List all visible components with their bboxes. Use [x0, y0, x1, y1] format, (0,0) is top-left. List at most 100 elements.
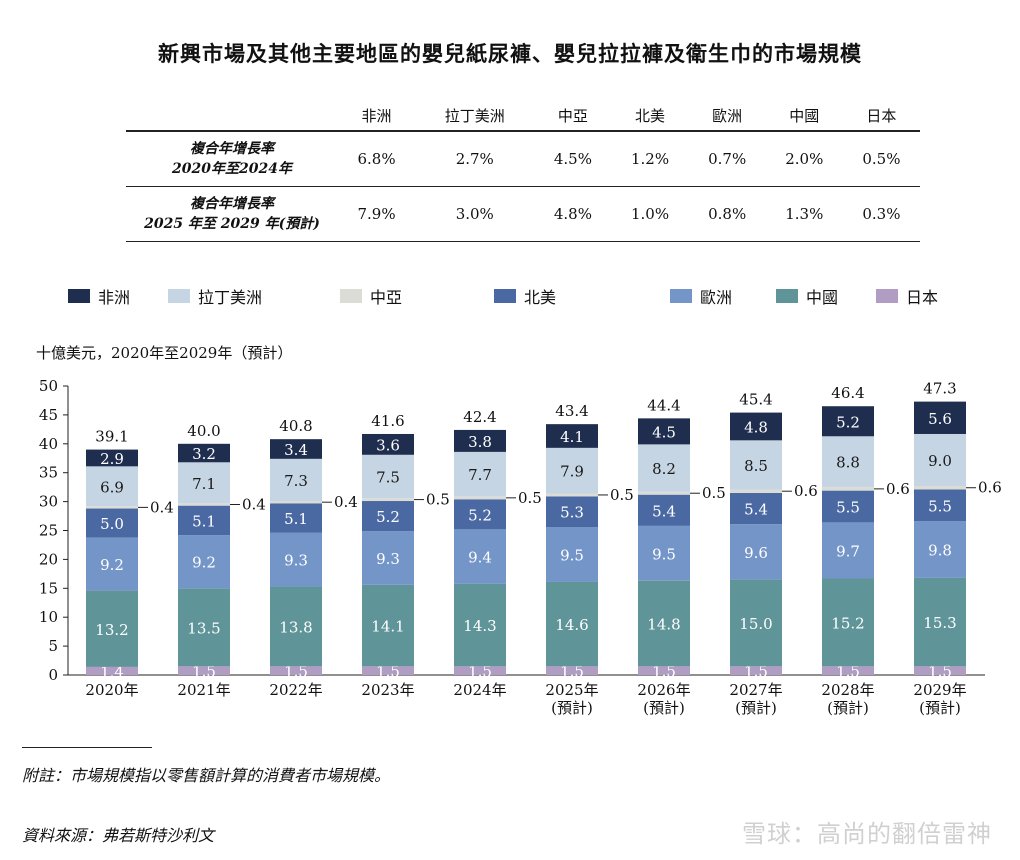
data-label-china: 15.2	[831, 614, 864, 632]
bar-segment-north-america	[454, 499, 506, 530]
bar-segment-china	[270, 586, 322, 667]
legend-label-africa: 非洲	[98, 288, 131, 307]
cagr-header-latam: 拉丁美洲	[415, 100, 535, 132]
data-label-africa: 4.1	[560, 428, 584, 446]
data-label-europe: 9.5	[560, 546, 584, 564]
data-label-north-america: 5.5	[928, 497, 952, 515]
data-label-north-america: 5.3	[560, 504, 584, 522]
bar-total-label: 42.4	[463, 408, 496, 426]
data-label-north-america: 5.4	[652, 502, 676, 520]
legend-item-central-asia: 中亞	[340, 285, 402, 307]
data-label-europe: 9.3	[284, 552, 308, 570]
stacked-bar-chart: 0 5 10 15 20 25 30 35 40 45 50 1.4 13.2 9.2 5.0 0.4 6.9 2…	[39, 377, 1002, 717]
bar-segment-china	[86, 590, 138, 667]
bar-segment-europe	[822, 522, 874, 579]
bar-segment-europe	[362, 531, 414, 585]
bar-segment-africa	[362, 433, 414, 455]
bar-segment-china	[546, 581, 598, 667]
bar-segment-china	[178, 588, 230, 667]
cagr-cell: 1.0%	[611, 186, 689, 242]
bar-segment-central-asia	[454, 496, 506, 500]
legend-item-europe: 歐洲	[670, 285, 732, 307]
data-label-europe: 9.7	[836, 542, 860, 560]
data-label-latam: 7.5	[376, 468, 400, 486]
bar-segment-central-asia	[914, 485, 966, 490]
data-label-central-asia: 0.4	[150, 498, 174, 516]
legend-label-central-asia: 中亞	[370, 288, 403, 307]
bar-segment-central-asia	[546, 493, 598, 497]
legend-swatch-europe	[670, 289, 692, 303]
bar-segment-north-america	[86, 508, 138, 538]
legend-swatch-latam	[168, 289, 190, 303]
data-label-latam: 8.5	[744, 457, 768, 475]
bar-segment-north-america	[822, 490, 874, 523]
bar-segment-north-america	[270, 503, 322, 533]
bar-segment-japan	[822, 666, 874, 675]
data-label-latam: 7.9	[560, 463, 584, 481]
legend-label-europe: 歐洲	[700, 288, 733, 307]
data-label-china: 13.8	[279, 618, 312, 636]
y-tick-label: 10	[39, 608, 58, 626]
bar-segment-japan	[270, 666, 322, 675]
data-label-africa: 3.8	[468, 433, 492, 451]
data-label-latam: 7.7	[468, 466, 492, 484]
data-label-china: 13.2	[95, 621, 128, 639]
data-label-japan: 1.5	[652, 663, 676, 681]
bar-segment-africa	[178, 443, 230, 463]
legend-item-china: 中國	[776, 285, 838, 307]
y-tick-label: 30	[39, 493, 58, 511]
data-label-europe: 9.2	[192, 554, 216, 572]
bar-segment-africa	[730, 412, 782, 441]
bar-segment-latam	[270, 458, 322, 502]
bar-segment-china	[454, 583, 506, 667]
data-label-japan: 1.5	[192, 663, 216, 681]
bar-segment-latam	[730, 440, 782, 490]
y-tick-label: 45	[39, 406, 58, 424]
data-label-latam: 8.2	[652, 460, 676, 478]
data-label-japan: 1.5	[284, 663, 308, 681]
bar-segment-japan	[546, 666, 598, 675]
data-label-central-asia: 0.4	[242, 495, 266, 513]
legend-item-africa: 非洲	[68, 285, 130, 307]
bar-segment-japan	[454, 666, 506, 675]
x-tick-sublabel: (預計)	[551, 699, 593, 717]
data-label-north-america: 5.0	[100, 515, 124, 533]
cagr-cell: 1.2%	[611, 131, 689, 187]
data-label-central-asia: 0.5	[518, 489, 542, 507]
legend-swatch-central-asia	[340, 289, 362, 303]
bar-total-label: 40.8	[279, 417, 312, 435]
cagr-row-label-line1: 複合年增長率	[190, 196, 274, 212]
bar-segment-central-asia	[270, 501, 322, 504]
data-label-europe: 9.4	[468, 549, 492, 567]
bar-segment-china	[914, 577, 966, 667]
y-tick-label: 50	[39, 377, 58, 395]
bar-segment-europe	[178, 535, 230, 589]
bar-segment-china	[638, 580, 690, 667]
x-tick-sublabel: (預計)	[827, 699, 869, 717]
data-label-north-america: 5.2	[376, 508, 400, 526]
bar-total-label: 39.1	[95, 428, 128, 446]
cagr-row-label-line1: 複合年增長率	[190, 141, 274, 157]
data-label-europe: 9.3	[376, 550, 400, 568]
data-label-europe: 9.2	[100, 556, 124, 574]
data-label-china: 15.0	[739, 615, 772, 633]
data-label-central-asia: 0.4	[334, 493, 358, 511]
y-tick-label: 20	[39, 550, 58, 568]
bar-segment-latam	[362, 454, 414, 499]
y-axis-unit-label: 十億美元，2020年至2029年（預計）	[36, 344, 293, 362]
x-tick-label: 2026年	[637, 681, 690, 699]
bar-total-label: 47.3	[923, 380, 956, 398]
bar-segment-latam	[914, 433, 966, 486]
bar-segment-africa	[86, 449, 138, 467]
cagr-cell: 4.5%	[534, 131, 612, 187]
bar-segment-central-asia	[638, 491, 690, 495]
data-label-north-america: 5.4	[744, 501, 768, 519]
bar-segment-north-america	[638, 494, 690, 526]
bar-segment-africa	[914, 401, 966, 434]
bar-segment-japan	[638, 666, 690, 675]
bar-segment-europe	[638, 525, 690, 581]
legend-item-north-america: 北美	[494, 285, 556, 307]
bar-segment-central-asia	[362, 498, 414, 502]
x-tick-sublabel: (預計)	[735, 699, 777, 717]
source-note: 資料來源：弗若斯特沙利文	[22, 826, 215, 845]
